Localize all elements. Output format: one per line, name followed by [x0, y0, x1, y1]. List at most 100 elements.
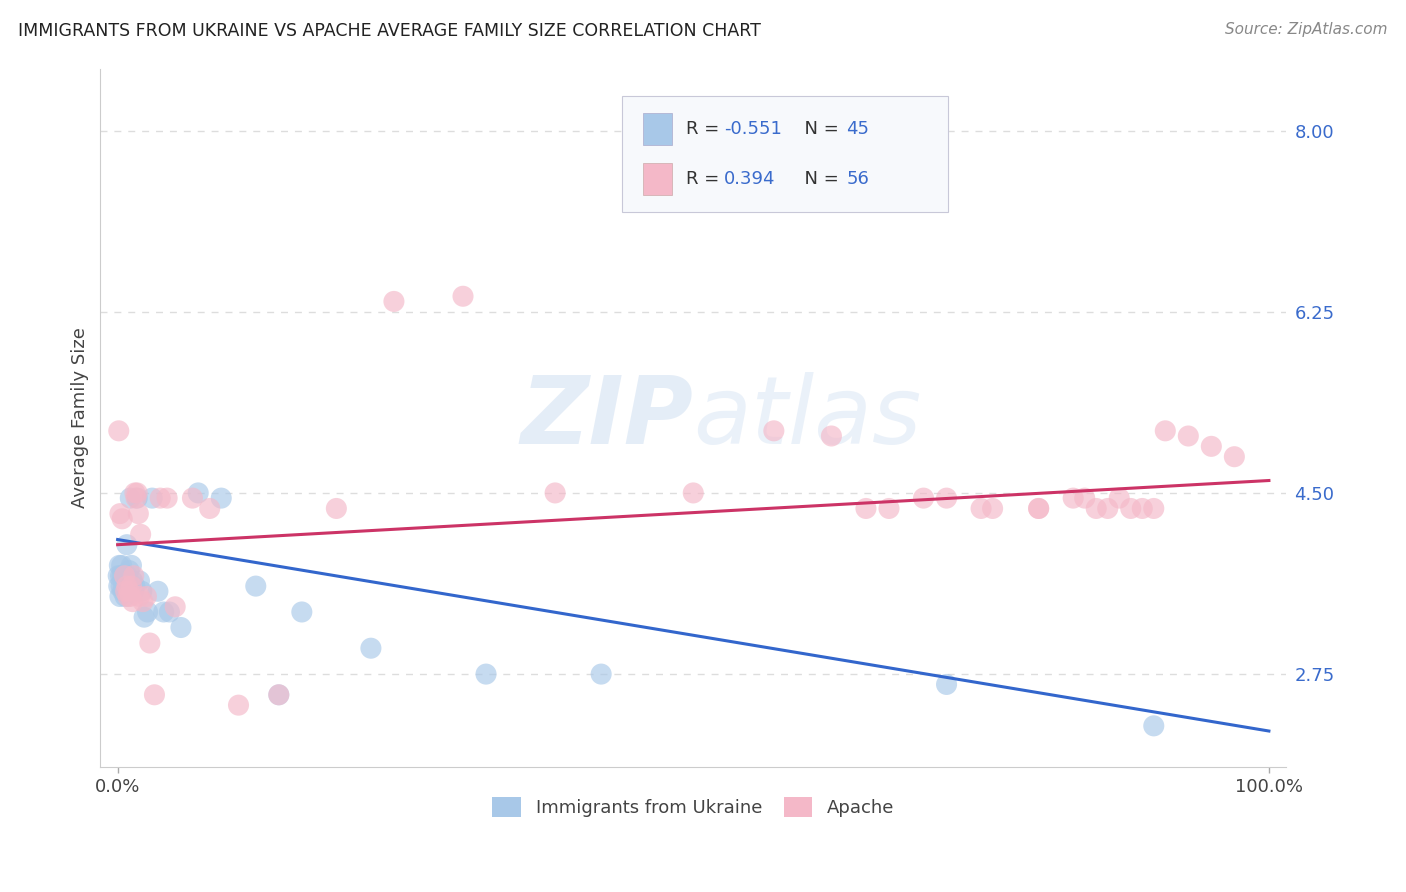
- FancyBboxPatch shape: [644, 162, 672, 195]
- Point: [159, 605, 181, 619]
- Point: [115, 579, 138, 593]
- Point: [114, 568, 136, 582]
- Point: [124, 486, 146, 500]
- Point: [143, 688, 166, 702]
- Text: Source: ZipAtlas.com: Source: ZipAtlas.com: [1225, 22, 1388, 37]
- Text: R =: R =: [686, 170, 731, 188]
- Point: [1154, 424, 1177, 438]
- Point: [156, 491, 179, 505]
- Point: [108, 558, 131, 573]
- Point: [114, 590, 136, 604]
- Point: [107, 579, 129, 593]
- Point: [135, 590, 157, 604]
- Point: [107, 568, 129, 582]
- Text: ZIP: ZIP: [520, 372, 693, 464]
- Point: [107, 424, 129, 438]
- Point: [118, 564, 141, 578]
- Point: [146, 584, 169, 599]
- Point: [122, 568, 145, 582]
- Point: [111, 558, 134, 573]
- Point: [127, 507, 149, 521]
- Point: [124, 579, 146, 593]
- Point: [209, 491, 232, 505]
- Point: [291, 605, 314, 619]
- Point: [245, 579, 267, 593]
- Point: [114, 584, 136, 599]
- Point: [114, 574, 136, 588]
- Point: [228, 698, 250, 713]
- Text: N =: N =: [793, 120, 845, 138]
- Point: [181, 491, 204, 505]
- Point: [111, 568, 134, 582]
- Point: [360, 641, 382, 656]
- Point: [114, 568, 136, 582]
- Point: [198, 501, 221, 516]
- Point: [1201, 439, 1223, 453]
- Point: [981, 501, 1004, 516]
- Y-axis label: Average Family Size: Average Family Size: [72, 327, 89, 508]
- Point: [544, 486, 567, 500]
- Point: [115, 538, 138, 552]
- Point: [122, 584, 145, 599]
- Point: [117, 568, 139, 582]
- Point: [382, 294, 405, 309]
- Point: [165, 599, 187, 614]
- FancyBboxPatch shape: [621, 96, 948, 211]
- Point: [267, 688, 290, 702]
- Point: [762, 424, 785, 438]
- Point: [1062, 491, 1084, 505]
- Point: [127, 486, 149, 500]
- Point: [112, 574, 135, 588]
- Text: R =: R =: [686, 120, 725, 138]
- Point: [1028, 501, 1050, 516]
- Point: [117, 579, 139, 593]
- Point: [1143, 719, 1166, 733]
- Point: [475, 667, 498, 681]
- Point: [110, 579, 132, 593]
- Legend: Immigrants from Ukraine, Apache: Immigrants from Ukraine, Apache: [485, 789, 901, 824]
- Point: [111, 584, 134, 599]
- Point: [128, 590, 150, 604]
- Point: [267, 688, 290, 702]
- Point: [451, 289, 474, 303]
- Point: [121, 594, 143, 608]
- Point: [125, 491, 148, 505]
- Point: [120, 579, 142, 593]
- Point: [1097, 501, 1119, 516]
- Point: [136, 605, 159, 619]
- Point: [108, 590, 131, 604]
- Text: 45: 45: [846, 120, 869, 138]
- Point: [110, 568, 132, 582]
- Point: [111, 512, 134, 526]
- Point: [1130, 501, 1153, 516]
- Point: [682, 486, 704, 500]
- Point: [139, 636, 162, 650]
- Point: [129, 527, 152, 541]
- Point: [1085, 501, 1108, 516]
- Point: [127, 491, 149, 505]
- Point: [877, 501, 900, 516]
- Point: [187, 486, 209, 500]
- Text: 56: 56: [846, 170, 869, 188]
- Point: [121, 574, 143, 588]
- Point: [855, 501, 877, 516]
- Point: [935, 491, 957, 505]
- Point: [118, 584, 141, 599]
- Point: [108, 507, 131, 521]
- Point: [820, 429, 842, 443]
- Text: -0.551: -0.551: [724, 120, 782, 138]
- Point: [970, 501, 993, 516]
- Point: [325, 501, 347, 516]
- Point: [1177, 429, 1199, 443]
- Point: [115, 579, 138, 593]
- FancyBboxPatch shape: [644, 113, 672, 145]
- Point: [117, 584, 139, 599]
- Point: [170, 620, 193, 634]
- Point: [120, 558, 142, 573]
- Point: [1108, 491, 1130, 505]
- Point: [117, 590, 139, 604]
- Text: IMMIGRANTS FROM UKRAINE VS APACHE AVERAGE FAMILY SIZE CORRELATION CHART: IMMIGRANTS FROM UKRAINE VS APACHE AVERAG…: [18, 22, 761, 40]
- Point: [112, 579, 135, 593]
- Point: [1119, 501, 1142, 516]
- Point: [152, 605, 174, 619]
